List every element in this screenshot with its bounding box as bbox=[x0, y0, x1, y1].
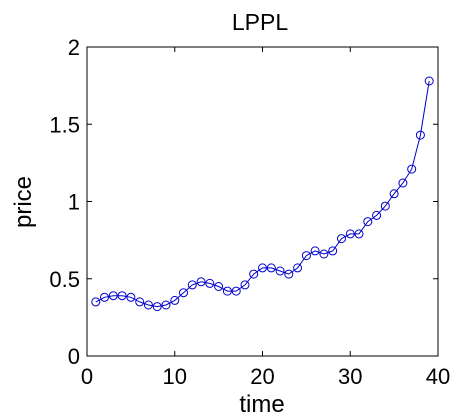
data-point bbox=[363, 217, 373, 227]
y-tick-label: 2 bbox=[68, 35, 80, 60]
data-point bbox=[284, 269, 294, 279]
data-point bbox=[407, 164, 417, 174]
data-point bbox=[179, 288, 188, 298]
x-axis-label: time bbox=[239, 391, 284, 417]
price-series bbox=[91, 76, 434, 312]
y-axis-label: price bbox=[10, 176, 37, 228]
y-tick-label: 0 bbox=[68, 344, 80, 369]
data-point bbox=[108, 291, 118, 301]
data-point bbox=[135, 297, 145, 307]
data-point bbox=[249, 269, 259, 279]
data-point bbox=[424, 76, 434, 86]
chart-title: LPPL bbox=[232, 9, 288, 35]
y-tick-label: 0.5 bbox=[49, 267, 80, 292]
x-tick-label: 20 bbox=[250, 364, 274, 389]
y-tick-labels: 0 0.5 1 1.5 2 bbox=[49, 35, 80, 369]
data-point bbox=[161, 300, 171, 310]
data-point bbox=[152, 302, 162, 312]
data-point bbox=[196, 277, 206, 287]
x-tick-labels: 0 10 20 30 40 bbox=[81, 364, 450, 389]
data-point bbox=[143, 300, 153, 310]
data-point bbox=[354, 229, 364, 239]
data-point bbox=[266, 263, 276, 273]
data-point bbox=[231, 286, 241, 296]
data-point bbox=[91, 297, 101, 307]
series-line bbox=[95, 80, 430, 308]
plot-frame bbox=[86, 46, 439, 357]
data-point bbox=[310, 246, 320, 256]
data-point bbox=[301, 251, 311, 261]
data-point bbox=[117, 291, 127, 301]
data-point bbox=[345, 229, 355, 239]
x-tick-label: 10 bbox=[163, 364, 187, 389]
data-point bbox=[240, 280, 250, 290]
data-point bbox=[205, 278, 215, 288]
data-point bbox=[293, 263, 303, 273]
data-point bbox=[187, 280, 197, 290]
data-point bbox=[126, 292, 136, 302]
data-point bbox=[258, 263, 267, 273]
data-point bbox=[398, 178, 408, 188]
data-point bbox=[319, 249, 329, 259]
y-tick-label: 1.5 bbox=[49, 112, 80, 137]
y-tick-label: 1 bbox=[68, 190, 80, 215]
data-point bbox=[100, 292, 109, 302]
axis-ticks bbox=[86, 46, 439, 357]
x-tick-label: 30 bbox=[338, 364, 362, 389]
x-tick-label: 40 bbox=[426, 364, 450, 389]
data-point bbox=[328, 246, 338, 256]
data-point bbox=[337, 234, 346, 244]
x-tick-label: 0 bbox=[81, 364, 93, 389]
data-point bbox=[389, 189, 399, 199]
data-point bbox=[214, 282, 224, 291]
data-point bbox=[222, 286, 232, 296]
data-point bbox=[170, 295, 180, 305]
data-point bbox=[415, 130, 425, 140]
data-point bbox=[372, 210, 382, 220]
data-point bbox=[380, 201, 390, 211]
data-point bbox=[275, 266, 285, 276]
